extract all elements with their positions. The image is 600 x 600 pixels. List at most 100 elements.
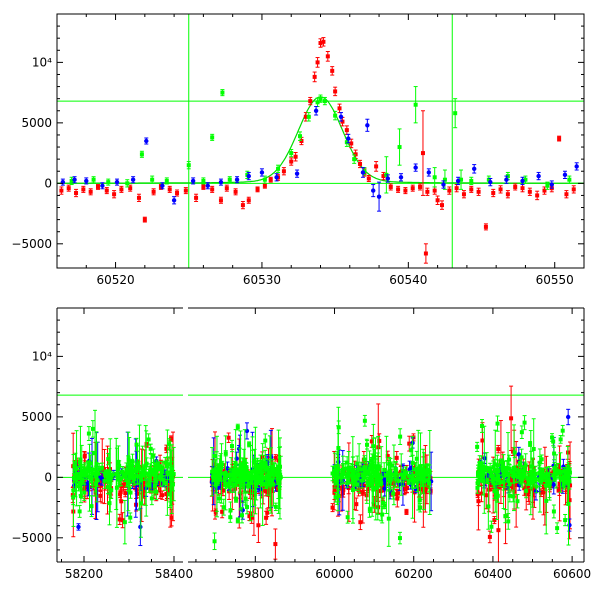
data-point-green: [235, 517, 240, 524]
data-point-red: [201, 184, 206, 190]
data-point-blue: [520, 176, 525, 186]
bottom-panel: 58200 58400 59800 60000 60200 60400 60600 −5000…: [11, 307, 591, 581]
data-point-green: [543, 480, 548, 491]
data-point-green: [235, 423, 240, 431]
x-tick-label: 58400: [155, 567, 193, 581]
data-point-blue: [218, 178, 224, 186]
data-point-red: [210, 185, 215, 193]
data-point-green: [529, 469, 534, 486]
y-tick-label: 0: [44, 176, 52, 190]
data-point-red: [564, 190, 569, 199]
data-point-blue: [160, 182, 165, 190]
data-point-red: [461, 190, 466, 199]
data-point-red: [95, 184, 100, 190]
data-point-green: [552, 446, 557, 461]
data-point-green: [87, 443, 92, 512]
data-point-red: [233, 188, 238, 196]
data-point-green: [221, 498, 226, 516]
data-point-red: [423, 243, 428, 264]
data-point-green: [492, 458, 497, 470]
data-point-red: [218, 196, 223, 204]
data-point-blue: [313, 106, 319, 116]
data-point-red: [469, 185, 474, 193]
data-point-green: [338, 469, 343, 486]
data-point-green: [379, 473, 384, 482]
data-point-red: [255, 186, 260, 193]
data-point-red: [98, 489, 103, 503]
data-point-green: [432, 167, 437, 188]
data-point-green: [397, 531, 402, 545]
y-tick-label: 5000: [21, 116, 52, 130]
x-tick-label: 60000: [315, 567, 353, 581]
data-point-green: [343, 460, 348, 477]
data-point-red: [505, 190, 510, 199]
data-point-green: [417, 493, 422, 507]
data-point-green: [150, 175, 155, 184]
data-point-red: [123, 488, 128, 498]
data-point-green: [168, 450, 173, 507]
data-point-green: [210, 133, 215, 141]
data-point-green: [82, 484, 87, 501]
data-point-green: [560, 424, 565, 437]
data-point-red: [557, 445, 562, 522]
y-tick-label: 10⁴: [32, 349, 52, 363]
data-point-green: [562, 475, 567, 489]
data-point-green: [149, 491, 154, 506]
data-point-green: [507, 454, 512, 465]
data-point-green: [186, 161, 191, 170]
x-tick-label: 59800: [236, 567, 274, 581]
data-point-green: [522, 415, 527, 431]
data-point-green: [502, 460, 507, 489]
data-point-red: [289, 157, 294, 166]
data-point-green: [260, 443, 265, 526]
data-point-blue: [441, 180, 446, 189]
data-point-green: [239, 507, 244, 524]
data-point-red: [81, 185, 86, 193]
data-point-green: [469, 176, 474, 186]
data-point-red: [240, 200, 245, 210]
x-tick-label: 60400: [474, 567, 512, 581]
data-point-green: [555, 462, 560, 480]
data-point-red: [527, 187, 532, 196]
data-point-green: [243, 467, 248, 478]
data-point-red: [476, 187, 481, 196]
data-point-green: [258, 454, 263, 509]
data-point-red: [483, 223, 488, 231]
data-point-green: [388, 477, 393, 484]
x-tick-label: 60550: [536, 273, 574, 287]
data-point-red: [226, 432, 231, 443]
data-point-red: [167, 185, 172, 193]
data-point-green: [415, 466, 420, 493]
data-point-green: [407, 470, 412, 482]
data-point-red: [374, 161, 379, 172]
data-point-green: [154, 459, 159, 474]
data-point-red: [330, 503, 335, 513]
data-point-green: [362, 455, 367, 464]
data-point-green: [495, 488, 500, 503]
data-point-green: [89, 472, 94, 487]
data-point-green: [116, 445, 121, 481]
data-point-green: [216, 476, 221, 485]
data-point-green: [333, 464, 338, 483]
data-point-red: [312, 71, 317, 83]
data-point-green: [234, 496, 239, 503]
data-point-green: [272, 462, 277, 480]
data-point-red: [268, 176, 273, 183]
axis-break-gap: [183, 308, 188, 562]
data-point-red: [315, 57, 320, 68]
data-point-green: [509, 468, 514, 476]
data-point-green: [131, 471, 136, 484]
data-point-red: [535, 190, 540, 201]
data-point-red: [325, 50, 330, 62]
data-point-green: [94, 441, 99, 503]
data-point-green: [475, 482, 480, 494]
data-point-red: [119, 185, 124, 193]
data-point-green: [336, 420, 341, 435]
data-point-blue: [114, 178, 120, 186]
top-panel: 60520 60530 60540 60550 −5000 0 5000 10⁴: [11, 13, 585, 287]
data-point-blue: [190, 177, 196, 185]
data-point-blue: [549, 180, 554, 189]
data-point-green: [137, 424, 142, 511]
data-point-green: [333, 110, 338, 121]
